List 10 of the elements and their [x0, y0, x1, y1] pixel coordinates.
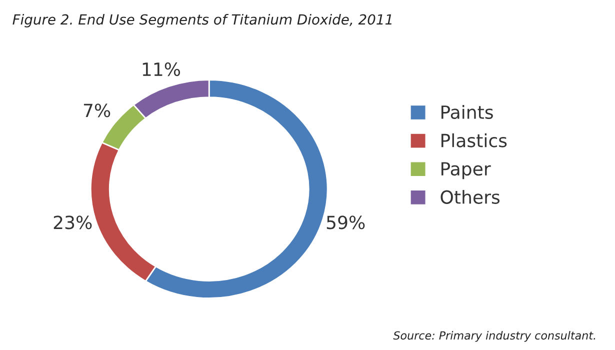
- legend-label: Paints: [441, 105, 493, 120]
- legend-label: Plastics: [441, 133, 507, 148]
- data-label: 7%: [84, 104, 110, 118]
- source-note: Source: Primary industry consultant.: [393, 331, 596, 342]
- chart-title: Figure 2. End Use Segments of Titanium Dioxide, 2011: [12, 14, 392, 28]
- legend-label: Paper: [441, 162, 491, 180]
- data-label: 59%: [326, 216, 365, 230]
- data-label: 23%: [54, 216, 92, 230]
- legend-label: Others: [440, 190, 500, 204]
- data-label: 11%: [142, 62, 180, 76]
